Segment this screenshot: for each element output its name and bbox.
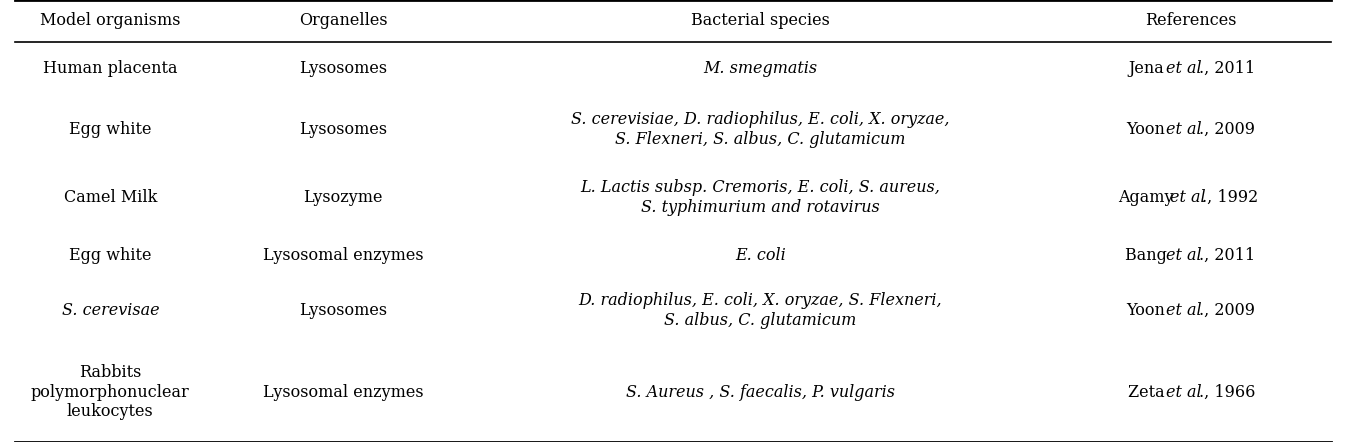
Text: S. cerevisiae, D. radiophilus, E. coli, X. oryzae,
S. Flexneri, S. albus, C. glu: S. cerevisiae, D. radiophilus, E. coli, … bbox=[571, 111, 950, 148]
Text: L. Lactis subsp. Cremoris, E. coli, S. aureus,
S. typhimurium and rotavirus: L. Lactis subsp. Cremoris, E. coli, S. a… bbox=[580, 179, 941, 216]
Text: Model organisms: Model organisms bbox=[40, 12, 180, 30]
Text: Yoon: Yoon bbox=[1127, 121, 1171, 138]
Text: Lysosomes: Lysosomes bbox=[299, 121, 388, 138]
Text: Egg white: Egg white bbox=[69, 121, 152, 138]
Text: Rabbits
polymorphonuclear
leukocytes: Rabbits polymorphonuclear leukocytes bbox=[31, 364, 190, 420]
Text: Camel Milk: Camel Milk bbox=[63, 189, 157, 206]
Text: et al: et al bbox=[1166, 384, 1202, 401]
Text: Egg white: Egg white bbox=[69, 247, 152, 264]
Text: Yoon: Yoon bbox=[1127, 302, 1171, 319]
Text: et al: et al bbox=[1166, 60, 1202, 77]
Text: Lysosomal enzymes: Lysosomal enzymes bbox=[262, 384, 424, 401]
Text: Lysosomes: Lysosomes bbox=[299, 302, 388, 319]
Text: ., 1992: ., 1992 bbox=[1202, 189, 1259, 206]
Text: Bang: Bang bbox=[1125, 247, 1172, 264]
Text: ., 2011: ., 2011 bbox=[1199, 60, 1254, 77]
Text: et al: et al bbox=[1166, 302, 1202, 319]
Text: Lysosomal enzymes: Lysosomal enzymes bbox=[262, 247, 424, 264]
Text: ., 2009: ., 2009 bbox=[1199, 121, 1254, 138]
Text: Human placenta: Human placenta bbox=[43, 60, 178, 77]
Text: ., 2009: ., 2009 bbox=[1199, 302, 1254, 319]
Text: S. Aureus , S. faecalis, P. vulgaris: S. Aureus , S. faecalis, P. vulgaris bbox=[626, 384, 895, 401]
Text: References: References bbox=[1145, 12, 1237, 30]
Text: ., 2011: ., 2011 bbox=[1199, 247, 1254, 264]
Text: et al: et al bbox=[1166, 121, 1202, 138]
Text: et al: et al bbox=[1170, 189, 1206, 206]
Text: ., 1966: ., 1966 bbox=[1199, 384, 1254, 401]
Text: D. radiophilus, E. coli, X. oryzae, S. Flexneri,
S. albus, C. glutamicum: D. radiophilus, E. coli, X. oryzae, S. F… bbox=[579, 292, 942, 329]
Text: Bacterial species: Bacterial species bbox=[690, 12, 830, 30]
Text: Lysosomes: Lysosomes bbox=[299, 60, 388, 77]
Text: Jena: Jena bbox=[1128, 60, 1168, 77]
Text: Agamy: Agamy bbox=[1119, 189, 1179, 206]
Text: S. cerevisae: S. cerevisae bbox=[62, 302, 159, 319]
Text: M. smegmatis: M. smegmatis bbox=[704, 60, 817, 77]
Text: Zeta: Zeta bbox=[1128, 384, 1170, 401]
Text: Organelles: Organelles bbox=[299, 12, 388, 30]
Text: Lysozyme: Lysozyme bbox=[303, 189, 384, 206]
Text: E. coli: E. coli bbox=[735, 247, 786, 264]
Text: et al: et al bbox=[1166, 247, 1202, 264]
